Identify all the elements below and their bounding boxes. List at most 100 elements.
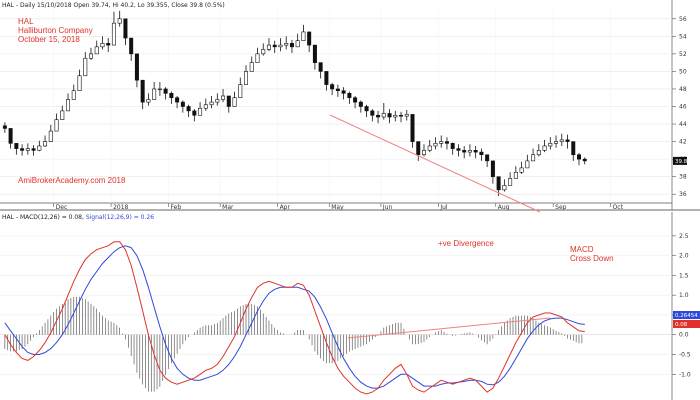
candle-body: [20, 148, 25, 151]
xtick-label: Apr: [280, 204, 291, 211]
candle-body: [232, 97, 237, 107]
candle-body: [83, 57, 88, 77]
candle-body: [43, 141, 48, 147]
watermark-label: AmiBrokerAcademy.com 2018: [18, 176, 126, 185]
candle-body: [8, 128, 13, 144]
price-ytick-label: 44: [679, 121, 687, 128]
candle-body: [542, 145, 547, 151]
candle-body: [301, 31, 306, 42]
candle-body: [353, 97, 358, 103]
candle-body: [312, 44, 317, 63]
xtick-label: Dec: [56, 204, 68, 211]
macd-divergence-line: [347, 317, 551, 339]
candle-body: [169, 93, 174, 99]
xtick-label: 2018: [113, 204, 128, 211]
candle-body: [404, 114, 409, 117]
candle-body: [117, 18, 122, 24]
candle-body: [66, 99, 71, 112]
macd-ytick-label: 1.5: [679, 272, 689, 279]
candle-body: [54, 119, 59, 132]
candle-body: [244, 71, 249, 85]
macd-ytick-label: 1.0: [679, 292, 689, 299]
candle-body: [255, 53, 260, 63]
candle-body: [175, 97, 180, 103]
candle-body: [324, 71, 329, 85]
macd-last-value: 0.08: [675, 322, 688, 328]
candle-body: [157, 88, 162, 91]
xtick-label: May: [331, 204, 344, 211]
candle-body: [376, 114, 381, 118]
signal-last-value: 0.26454: [675, 313, 698, 319]
candle-body: [261, 49, 266, 55]
price-ytick-label: 56: [679, 16, 687, 23]
candle-body: [496, 176, 501, 191]
candle-body: [106, 43, 111, 46]
candle-body: [450, 143, 455, 149]
candle-body: [203, 104, 208, 109]
candle-body: [77, 75, 82, 92]
candle-body: [548, 143, 553, 147]
macd-last-tag: [673, 320, 700, 328]
macd-header-prefix: HAL - MACD(12,26) = 0.08,: [2, 214, 86, 221]
candle-body: [186, 106, 191, 112]
candle-body: [519, 167, 524, 173]
macd-cross-label-line1: MACD: [570, 245, 594, 254]
macd-series-line: [4, 241, 585, 395]
candle-body: [163, 88, 168, 94]
macd-panel: [0, 212, 700, 400]
candle-body: [14, 143, 19, 149]
candle-body: [215, 99, 220, 103]
xtick-label: Oct: [613, 204, 624, 211]
candle-body: [226, 95, 231, 107]
candle-body: [490, 160, 495, 177]
macd-header: HAL - MACD(12,26) = 0.08, Signal(12,26,9…: [2, 214, 154, 221]
candle-body: [238, 84, 243, 99]
candle-body: [37, 145, 42, 151]
ticker-label: HAL: [18, 17, 34, 26]
candle-body: [456, 148, 461, 151]
candle-body: [554, 141, 559, 144]
signal-last-tag: [673, 311, 700, 319]
candle-body: [473, 150, 478, 153]
price-ytick-label: 42: [679, 139, 687, 146]
company-label: Halliburton Company: [18, 26, 93, 35]
xtick-label: Jun: [382, 204, 393, 211]
candle-body: [111, 22, 116, 46]
xtick-label: Sep: [555, 204, 567, 211]
candle-body: [48, 130, 53, 142]
candle-body: [427, 145, 432, 151]
candle-body: [444, 141, 449, 144]
macd-header-signal: Signal(12,26,9) = 0.26: [86, 214, 154, 221]
price-ytick-label: 50: [679, 68, 687, 75]
macd-ytick-label: 2.0: [679, 253, 689, 260]
candle-body: [192, 110, 197, 116]
candle-body: [577, 154, 582, 160]
candle-body: [295, 40, 300, 48]
candle-body: [439, 141, 444, 144]
candle-body: [536, 150, 541, 156]
candle-body: [462, 150, 467, 153]
price-downtrend-line: [329, 114, 541, 213]
xtick-label: Jul: [439, 204, 448, 211]
candle-body: [565, 139, 570, 142]
candle-body: [433, 143, 438, 147]
price-ytick-label: 54: [679, 33, 687, 40]
price-header: HAL - Daily 15/10/2018 Open 39.74, Hi 40…: [2, 2, 225, 9]
last-close-value: 39.8: [675, 159, 688, 165]
candle-body: [123, 18, 128, 39]
candle-body: [289, 43, 294, 48]
candle-body: [364, 106, 369, 112]
candle-body: [272, 44, 277, 48]
candle-body: [479, 151, 484, 156]
candle-body: [502, 185, 507, 191]
candle-body: [393, 114, 398, 118]
date-label: October 15, 2018: [18, 35, 80, 44]
price-ytick-label: 52: [679, 51, 687, 58]
candle-body: [307, 31, 312, 46]
candle-body: [140, 79, 145, 103]
last-close-tag: [673, 156, 687, 165]
candle-body: [209, 101, 214, 106]
signal-series-line: [4, 245, 585, 389]
candle-body: [341, 90, 346, 94]
